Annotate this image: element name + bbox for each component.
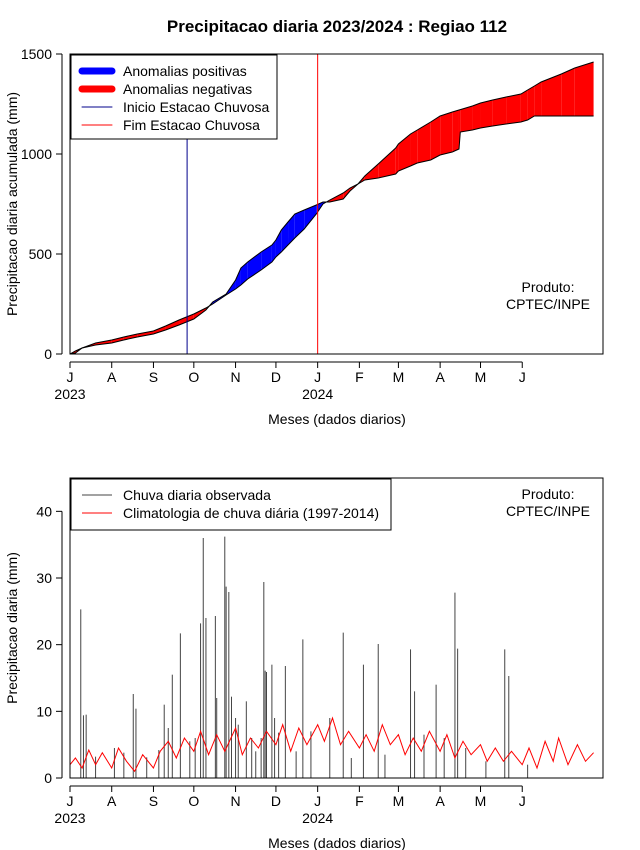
x-tick-label: F: [355, 369, 364, 385]
y-tick-label: 1500: [21, 46, 52, 62]
x-tick-label: N: [230, 369, 240, 385]
legend-label: Chuva diaria observada: [123, 487, 271, 503]
year-label: 2023: [54, 386, 85, 402]
positive-anomaly-area: [304, 205, 317, 229]
legend-label: Climatologia de chuva diária (1997-2014): [123, 505, 379, 521]
negative-anomaly-area: [165, 320, 180, 330]
chart-title: Precipitacao diaria 2023/2024 : Regiao 1…: [167, 17, 507, 36]
x-tick-label: M: [393, 793, 405, 809]
negative-anomaly-area: [480, 100, 493, 128]
negative-anomaly-area: [561, 68, 575, 116]
legend-box: [70, 478, 392, 531]
climatology-line: [69, 716, 594, 773]
x-tick-label: D: [271, 793, 281, 809]
negative-anomaly-area: [430, 116, 441, 160]
year-label: 2023: [54, 810, 85, 826]
negative-anomaly-area: [179, 314, 194, 325]
x-tick-label: M: [393, 369, 405, 385]
negative-anomaly-area: [440, 112, 453, 155]
observed-line: [69, 115, 594, 355]
negative-anomaly-area: [520, 90, 528, 122]
y-tick-label: 10: [36, 703, 52, 719]
y-axis-title: Precipitacao diaria (mm): [4, 552, 20, 704]
positive-anomaly-area: [235, 268, 241, 289]
plot-frame: [69, 53, 604, 355]
plot-frame: [69, 477, 604, 779]
negative-anomaly-area: [395, 144, 399, 174]
x-tick-label: J: [67, 793, 74, 809]
legend-label: Anomalias positivas: [123, 63, 247, 79]
negative-anomaly-area: [460, 106, 473, 132]
legend-label: Fim Estacao Chuvosa: [123, 117, 260, 133]
negative-anomaly-area: [111, 337, 124, 343]
negative-anomaly-area: [527, 86, 535, 120]
x-tick-label: A: [107, 369, 117, 385]
annotation-product: Produto:: [522, 486, 575, 502]
y-axis-title: Precipitacao diaria acumulada (mm): [4, 92, 20, 316]
x-tick-label: A: [435, 369, 445, 385]
x-tick-label: A: [435, 793, 445, 809]
x-axis-title: Meses (dados diarios): [268, 835, 406, 850]
positive-anomaly-area: [271, 240, 276, 262]
x-tick-label: M: [475, 793, 487, 809]
y-tick-label: 20: [36, 637, 52, 653]
x-tick-label: J: [519, 369, 526, 385]
x-tick-label: J: [67, 369, 74, 385]
x-tick-label: A: [107, 793, 117, 809]
year-label: 2024: [302, 386, 333, 402]
y-tick-label: 500: [29, 246, 53, 262]
negative-anomaly-area: [472, 103, 481, 130]
x-tick-label: S: [149, 793, 158, 809]
x-tick-label: N: [230, 793, 240, 809]
y-tick-label: 40: [36, 503, 52, 519]
legend-label: Inicio Estacao Chuvosa: [123, 99, 270, 115]
negative-anomaly-area: [137, 331, 154, 337]
positive-anomaly-area: [288, 214, 295, 245]
negative-anomaly-area: [378, 148, 396, 178]
x-tick-label: J: [314, 369, 321, 385]
legend-label: Anomalias negativas: [123, 81, 252, 97]
negative-anomaly-area: [123, 334, 138, 340]
negative-anomaly-area: [417, 122, 431, 163]
annotation-source: CPTEC/INPE: [506, 503, 590, 519]
negative-anomaly-area: [364, 164, 379, 180]
annotation-source: CPTEC/INPE: [506, 296, 590, 312]
y-tick-label: 30: [36, 570, 52, 586]
negative-anomaly-area: [541, 74, 562, 116]
x-axis-title: Meses (dados diarios): [268, 411, 406, 427]
x-tick-label: M: [475, 369, 487, 385]
negative-anomaly-area: [452, 110, 459, 152]
positive-anomaly-area: [275, 230, 282, 257]
positive-anomaly-area: [281, 222, 289, 252]
x-tick-label: O: [188, 369, 199, 385]
x-tick-label: S: [149, 369, 158, 385]
positive-anomaly-area: [240, 262, 248, 285]
x-tick-label: D: [271, 369, 281, 385]
negative-anomaly-area: [398, 134, 411, 171]
negative-anomaly-area: [153, 326, 166, 334]
y-tick-label: 1000: [21, 146, 52, 162]
negative-anomaly-area: [506, 94, 521, 124]
x-tick-label: J: [519, 793, 526, 809]
x-tick-label: J: [314, 793, 321, 809]
x-tick-label: F: [355, 793, 364, 809]
negative-anomaly-area: [410, 130, 418, 166]
negative-anomaly-area: [534, 82, 542, 116]
y-tick-label: 0: [44, 346, 52, 362]
y-tick-label: 0: [44, 770, 52, 786]
negative-anomaly-area: [492, 97, 507, 126]
annotation-product: Produto:: [522, 279, 575, 295]
x-tick-label: O: [188, 793, 199, 809]
year-label: 2024: [302, 810, 333, 826]
negative-anomaly-area: [574, 62, 594, 116]
